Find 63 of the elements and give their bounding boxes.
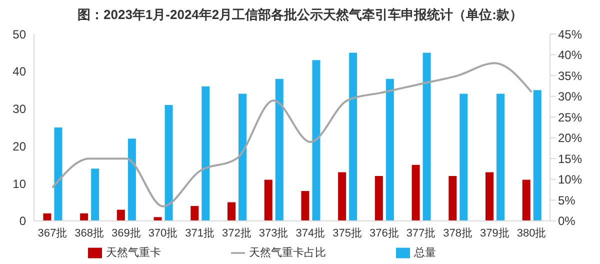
y-tick-label: 20 bbox=[12, 139, 26, 154]
x-tick-label: 369批 bbox=[111, 228, 141, 240]
bar bbox=[128, 138, 136, 221]
bar bbox=[80, 213, 88, 221]
bar bbox=[422, 52, 431, 221]
legend-label: 天然气重卡占比 bbox=[249, 246, 326, 259]
legend-label: 总量 bbox=[414, 246, 436, 259]
y2-tick-label: 25% bbox=[558, 110, 582, 124]
bar bbox=[264, 180, 272, 221]
y2-tick-label: 0% bbox=[558, 214, 576, 228]
bar bbox=[43, 213, 52, 221]
y2-tick-label: 5% bbox=[558, 193, 576, 208]
bar bbox=[448, 176, 457, 221]
bar bbox=[238, 94, 246, 221]
bar bbox=[202, 86, 210, 221]
y2-tick-label: 40% bbox=[558, 48, 582, 62]
x-tick-label: 376批 bbox=[369, 228, 399, 240]
bar bbox=[164, 105, 173, 221]
bar bbox=[338, 172, 346, 221]
bar bbox=[486, 172, 494, 221]
chart-title: 图：2023年1月-2024年2月工信部各批公示天然气牵引车申报统计（单位:款） bbox=[76, 6, 524, 24]
bar bbox=[190, 206, 199, 221]
bar bbox=[312, 60, 320, 221]
bar bbox=[460, 94, 468, 221]
bar bbox=[54, 127, 62, 221]
x-tick-label: 368批 bbox=[74, 228, 104, 240]
y2-tick-label: 30% bbox=[558, 90, 582, 104]
bar bbox=[228, 202, 236, 221]
x-tick-label: 380批 bbox=[516, 228, 546, 240]
y2-tick-label: 15% bbox=[558, 152, 582, 166]
x-tick-label: 378批 bbox=[443, 228, 473, 240]
x-tick-label: 373批 bbox=[258, 228, 288, 240]
bar bbox=[386, 78, 394, 221]
y2-tick-label: 45% bbox=[558, 27, 582, 42]
bar bbox=[412, 164, 420, 221]
x-tick-label: 377批 bbox=[406, 228, 436, 240]
bar bbox=[533, 90, 542, 221]
bar bbox=[154, 217, 162, 221]
y-tick-label: 50 bbox=[12, 27, 26, 42]
y-tick-label: 0 bbox=[19, 214, 26, 228]
bar bbox=[496, 94, 504, 221]
legend-label: 天然气重卡 bbox=[106, 246, 161, 259]
line-series bbox=[51, 62, 533, 208]
x-tick-label: 370批 bbox=[148, 228, 178, 240]
x-tick-label: 375批 bbox=[332, 228, 362, 240]
y2-tick-label: 20% bbox=[558, 131, 582, 146]
bar bbox=[301, 191, 310, 221]
bar bbox=[91, 168, 100, 221]
x-tick-label: 379批 bbox=[480, 228, 510, 240]
bar bbox=[374, 176, 383, 221]
y-tick-label: 40 bbox=[12, 64, 26, 79]
bar bbox=[349, 52, 358, 221]
y-tick-label: 30 bbox=[12, 102, 26, 116]
x-tick-label: 367批 bbox=[38, 228, 68, 240]
x-tick-label: 371批 bbox=[185, 228, 215, 240]
y2-tick-label: 35% bbox=[558, 68, 582, 83]
y2-tick-label: 10% bbox=[558, 172, 582, 187]
bar bbox=[522, 180, 530, 221]
x-tick-label: 372批 bbox=[222, 228, 252, 240]
bar bbox=[116, 210, 125, 221]
y-tick-label: 10 bbox=[12, 176, 26, 191]
x-tick-label: 374批 bbox=[296, 228, 326, 240]
bar bbox=[275, 78, 284, 221]
